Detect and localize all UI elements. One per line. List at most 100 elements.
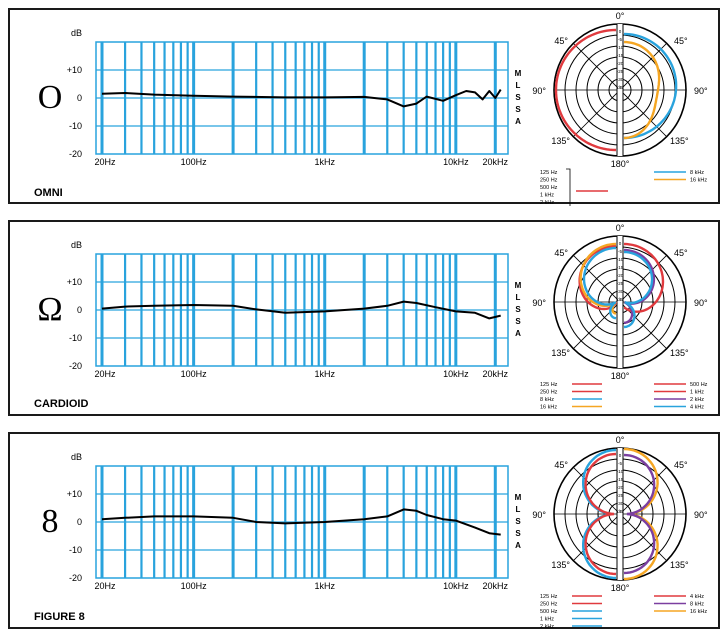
- y-tick-label: -10: [69, 121, 82, 131]
- panel-title: FIGURE 8: [34, 611, 85, 623]
- polar-divider: [617, 236, 623, 368]
- ring-label: -20: [617, 61, 624, 66]
- panel-title: OMNI: [34, 187, 63, 199]
- x-tick-label: 10kHz: [443, 581, 469, 591]
- y-tick-label: 0: [77, 93, 82, 103]
- side-label-letter: S: [515, 317, 521, 326]
- polar-curve: [584, 452, 617, 576]
- legend-label: 2 kHz: [540, 624, 554, 630]
- x-tick-label: 10kHz: [443, 369, 469, 379]
- ring-label: -10: [617, 469, 624, 474]
- angle-label: 90°: [694, 86, 708, 96]
- angle-label: 0°: [616, 435, 625, 445]
- legend-bracket: [566, 168, 571, 206]
- ring-label: -30: [617, 289, 624, 294]
- legend-label: 500 Hz: [540, 609, 558, 615]
- y-tick-label: -20: [69, 573, 82, 583]
- polar-curve: [623, 40, 661, 140]
- ring-label: -10: [617, 45, 624, 50]
- ring-label: -25: [617, 281, 624, 286]
- ring-label: dB: [617, 85, 623, 90]
- y-axis-label: dB: [71, 452, 82, 462]
- ring-label: -15: [617, 477, 624, 482]
- pattern-symbol: 8: [42, 503, 59, 540]
- legend-label: 8 kHz: [540, 397, 554, 403]
- polar-curve: [554, 28, 617, 152]
- y-tick-label: +10: [67, 65, 82, 75]
- legend-label: 125 Hz: [540, 382, 558, 388]
- legend-label: 8 kHz: [690, 170, 704, 176]
- x-tick-label: 20kHz: [483, 157, 509, 167]
- angle-label: 90°: [532, 510, 546, 520]
- y-tick-label: -20: [69, 149, 82, 159]
- ring-label: dB: [617, 297, 623, 302]
- polar-curve: [623, 242, 665, 313]
- ring-label: -5: [618, 461, 622, 466]
- side-label-letter: L: [516, 505, 521, 514]
- angle-label: 90°: [694, 510, 708, 520]
- y-tick-label: -10: [69, 333, 82, 343]
- angle-label: 135°: [551, 560, 570, 570]
- angle-label: 45°: [674, 460, 688, 470]
- angle-label: 180°: [611, 371, 630, 381]
- polar-curve: [623, 453, 656, 575]
- angle-label: 45°: [554, 460, 568, 470]
- legend-label: 2 kHz: [540, 200, 554, 206]
- polar-curve: [623, 248, 656, 324]
- legend-label: 4 kHz: [690, 405, 704, 411]
- side-label-letter: A: [515, 117, 521, 126]
- response-curve: [101, 89, 502, 108]
- x-tick-label: 10kHz: [443, 157, 469, 167]
- polar-plot: 0 -5 -10 -15 -20 -25 -30 dB: [553, 447, 687, 581]
- side-label-letter: M: [515, 493, 522, 502]
- x-tick-label: 1kHz: [314, 157, 335, 167]
- polar-curve: [579, 242, 617, 315]
- side-label-letter: M: [515, 69, 522, 78]
- legend-label: 16 kHz: [690, 178, 707, 184]
- polar-curve: [582, 246, 617, 320]
- x-tick-label: 20kHz: [483, 581, 509, 591]
- ring-label: -30: [617, 501, 624, 506]
- legend-label: 16 kHz: [540, 405, 557, 411]
- x-tick-label: 20Hz: [94, 157, 116, 167]
- legend-label: 250 Hz: [540, 390, 558, 396]
- frequency-plot: [95, 465, 509, 579]
- angle-label: 135°: [551, 136, 570, 146]
- ring-label: -25: [617, 493, 624, 498]
- angle-label: 45°: [674, 248, 688, 258]
- y-tick-label: +10: [67, 277, 82, 287]
- angle-label: 90°: [532, 298, 546, 308]
- ring-label: -5: [618, 249, 622, 254]
- ring-label: -25: [617, 69, 624, 74]
- polar-divider: [617, 24, 623, 156]
- y-tick-label: 0: [77, 517, 82, 527]
- side-label-letter: S: [515, 517, 521, 526]
- angle-label: 135°: [551, 348, 570, 358]
- side-label-letter: S: [515, 93, 521, 102]
- side-label-letter: L: [516, 293, 521, 302]
- polar-plot: 0 -5 -10 -15 -20 -25 -30 dB: [553, 235, 687, 369]
- response-curve: [101, 300, 501, 320]
- ring-label: 0: [619, 241, 622, 246]
- angle-label: 0°: [616, 223, 625, 233]
- side-label-letter: S: [515, 305, 521, 314]
- legend-label: 16 kHz: [690, 609, 707, 615]
- y-axis-label: dB: [71, 240, 82, 250]
- frequency-plot: [95, 253, 509, 367]
- response-curve: [101, 508, 501, 536]
- side-label-letter: A: [515, 541, 521, 550]
- y-tick-label: -10: [69, 545, 82, 555]
- y-tick-label: +10: [67, 489, 82, 499]
- angle-label: 0°: [616, 11, 625, 21]
- legend-label: 8 kHz: [690, 602, 704, 608]
- angle-label: 45°: [554, 248, 568, 258]
- ring-label: -10: [617, 257, 624, 262]
- x-tick-label: 100Hz: [181, 581, 208, 591]
- x-tick-label: 20kHz: [483, 369, 509, 379]
- side-label-letter: M: [515, 281, 522, 290]
- side-label-letter: L: [516, 81, 521, 90]
- side-label-letter: S: [515, 529, 521, 538]
